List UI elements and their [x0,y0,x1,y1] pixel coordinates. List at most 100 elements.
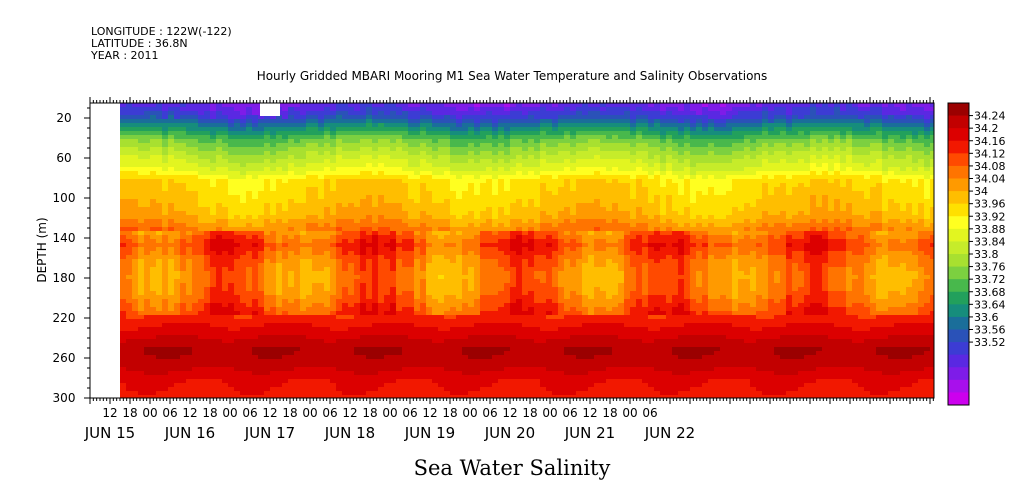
y-tick-label: 180 [53,271,76,285]
colorbar-swatch [948,367,969,381]
x-day-label: JUN 17 [244,424,295,442]
colorbar-swatch [948,241,969,255]
colorbar-label: 33.96 [974,198,1006,211]
colorbar-label: 33.84 [974,235,1006,248]
x-hour-label: 00 [302,406,317,420]
x-day-label: JUN 16 [164,424,215,442]
x-hour-label: 06 [642,406,657,420]
colorbar-swatch [948,140,969,154]
colorbar-label: 34.04 [974,173,1006,186]
x-hour-label: 00 [222,406,237,420]
x-day-label: JUN 18 [324,424,375,442]
longitude-label: LONGITUDE : 122W(-122) [91,25,232,38]
colorbar-label: 33.64 [974,298,1006,311]
x-hour-label: 12 [582,406,597,420]
y-axis: 20 60 100 140 180 220 260 300 [53,107,90,405]
x-hour-label: 06 [562,406,577,420]
latitude-label: LATITUDE : 36.8N [91,37,188,50]
colorbar-label: 33.68 [974,286,1006,299]
colorbar-label: 33.6 [974,311,999,324]
x-hour-label: 18 [202,406,217,420]
x-hour-label: 06 [322,406,337,420]
colorbar-label: 34.12 [974,147,1006,160]
x-hour-label: 18 [362,406,377,420]
x-hour-label: 00 [142,406,157,420]
x-hour-label: 06 [482,406,497,420]
colorbar-label: 33.72 [974,273,1006,286]
y-tick-label: 20 [56,111,71,125]
x-day-label: JUN 20 [484,424,535,442]
y-tick-label: 140 [53,231,76,245]
x-hour-label: 12 [342,406,357,420]
x-hour-label: 18 [522,406,537,420]
colorbar-swatch [948,178,969,192]
colorbar-label: 34.08 [974,160,1006,173]
colorbar-swatch [948,103,969,117]
x-hour-label: 12 [422,406,437,420]
colorbar-label: 33.8 [974,248,999,261]
x-hour-label: 18 [282,406,297,420]
y-tick-label: 260 [53,351,76,365]
y-tick-label: 220 [53,311,76,325]
y-tick-label: 60 [56,151,71,165]
colorbar-swatch [948,279,969,293]
x-hour-label: 12 [262,406,277,420]
colorbar-legend: 34.2434.234.1634.1234.0834.043433.9633.9… [947,102,1006,406]
colorbar-label: 34.16 [974,135,1006,148]
colorbar-swatch [948,203,969,217]
x-hour-label: 00 [542,406,557,420]
missing-data-block [260,103,280,116]
y-tick-label: 100 [53,191,76,205]
colorbar-label: 33.76 [974,261,1006,274]
x-day-label: JUN 15 [84,424,135,442]
year-label: YEAR : 2011 [90,49,159,62]
colorbar-swatch [948,266,969,280]
colorbar-label: 33.52 [974,336,1006,349]
x-axis: 12 18 00 06 12 18 00 06 12 18 00 06 12 18 00 06 12 18 00 06… [84,97,934,442]
colorbar-swatch [948,115,969,129]
salinity-field [120,103,934,398]
colorbar-label: 33.92 [974,210,1006,223]
colorbar-label: 33.88 [974,223,1006,236]
x-hour-label: 00 [382,406,397,420]
x-hour-label: 06 [402,406,417,420]
x-hour-label: 00 [622,406,637,420]
colorbar-swatch [948,165,969,179]
colorbar-swatch [948,329,969,343]
x-hour-label: 00 [462,406,477,420]
colorbar-swatch [948,254,969,268]
x-hour-label: 18 [602,406,617,420]
colorbar-swatch [948,291,969,305]
colorbar-swatch [948,354,969,368]
x-day-label: JUN 19 [404,424,455,442]
x-hour-label: 06 [242,406,257,420]
colorbar-swatch [948,316,969,330]
colorbar-swatch [948,191,969,205]
colorbar-swatch [948,228,969,242]
x-hour-label: 18 [442,406,457,420]
x-hour-label: 18 [122,406,137,420]
colorbar-swatch [948,216,969,230]
colorbar-label: 34.24 [974,110,1006,123]
x-hour-label: 06 [162,406,177,420]
colorbar-swatch [948,128,969,142]
plot-frame [89,102,935,399]
x-hour-label: 12 [502,406,517,420]
colorbar-swatch [948,304,969,318]
variable-label: Sea Water Salinity [414,456,611,480]
colorbar-label: 34.2 [974,122,999,135]
x-hour-label: 12 [182,406,197,420]
colorbar-swatch [948,153,969,167]
x-day-label: JUN 22 [644,424,695,442]
colorbar-label: 33.56 [974,324,1006,337]
colorbar-swatch [948,379,969,393]
colorbar-swatch [948,392,969,406]
colorbar-label: 34 [974,185,988,198]
colorbar-swatch [948,342,969,356]
y-axis-label: DEPTH (m) [35,217,49,282]
chart-title: Hourly Gridded MBARI Mooring M1 Sea Wate… [257,69,768,83]
x-hour-label: 12 [102,406,117,420]
x-day-label: JUN 21 [564,424,615,442]
y-tick-label: 300 [53,391,76,405]
